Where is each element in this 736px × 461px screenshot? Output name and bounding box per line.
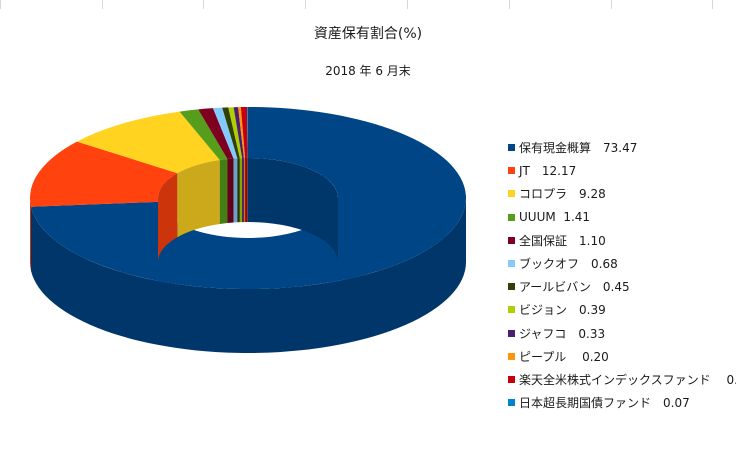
legend-label: ビジョン 0.39: [519, 303, 606, 318]
legend-item: UUUM 1.41: [508, 206, 734, 229]
slice-8: [233, 107, 244, 159]
legend-label: 保有現金概算 73.47: [519, 141, 638, 156]
chart-legend: 保有現金概算 73.47 JT 12.17 コロプラ 9.28 UUUM 1.41 全国…: [508, 136, 736, 414]
hole-wall-6: [237, 158, 240, 223]
legend-swatch: [508, 352, 515, 360]
chart-title: 資産保有割合(%): [313, 26, 423, 42]
hole-wall-0: [248, 158, 338, 262]
legend-swatch: [508, 190, 515, 198]
legend-swatch: [508, 375, 515, 383]
legend-swatch: [508, 144, 515, 152]
legend-label: コロプラ 9.28: [519, 187, 606, 202]
legend-item: ビジョン 0.39: [508, 298, 734, 321]
hole-inner-walls: [158, 158, 338, 262]
legend-item: アールビバン 0.45: [508, 275, 734, 298]
legend-item: 保有現金概算 73.47: [508, 136, 734, 159]
legend-swatch: [508, 306, 515, 314]
hole-wall-2: [177, 160, 220, 238]
slice-7: [228, 107, 243, 159]
top-gridline-ticks: [0, 0, 736, 10]
legend-label: UUUM 1.41: [519, 210, 591, 225]
legend-item: ピープル 0.20: [508, 345, 734, 368]
side-wall-1: [30, 198, 32, 271]
slice-3: [179, 109, 228, 161]
hole-wall-1: [158, 173, 178, 262]
hole-wall-7: [239, 158, 243, 223]
hole-wall-5: [233, 158, 238, 223]
legend-label: アールビバン 0.45: [519, 280, 630, 295]
slice-1: [30, 141, 178, 207]
legend-swatch: [508, 260, 515, 268]
hole-wall-4: [227, 158, 234, 224]
legend-label: 日本超長期国債ファンド 0.07: [519, 396, 690, 411]
slice-0: [31, 107, 466, 289]
legend-item: 全国保証 1.10: [508, 229, 734, 252]
slice-2: [76, 111, 220, 174]
legend-label: 楽天全米株式インデックスファンド 0.45: [519, 372, 736, 387]
chart-subtitle: 2018 年 6 月末: [325, 64, 411, 78]
top-surfaces: [30, 107, 466, 289]
legend-label: 全国保証 1.10: [519, 233, 606, 248]
legend-item: 楽天全米株式インデックスファンド 0.45: [508, 368, 736, 391]
side-wall-0: [31, 198, 466, 353]
slice-11: [247, 107, 248, 159]
slice-5: [212, 107, 238, 159]
hole-wall-10: [245, 158, 248, 223]
legend-item: ブックオフ 0.68: [508, 252, 734, 275]
hole-wall-9: [243, 158, 246, 223]
legend-item: 日本超長期国債ファンド 0.07: [508, 391, 734, 414]
legend-label: ジャフコ 0.33: [519, 326, 606, 341]
hole-wall-8: [242, 158, 244, 223]
hole-wall-3: [219, 159, 228, 225]
legend-swatch: [508, 213, 515, 221]
legend-label: ピープル 0.20: [519, 349, 609, 364]
slice-6: [222, 107, 240, 159]
slice-10: [240, 107, 248, 159]
legend-label: JT 12.17: [519, 164, 577, 179]
legend-label: ブックオフ 0.68: [519, 257, 618, 272]
legend-swatch: [508, 283, 515, 291]
slice-4: [198, 108, 234, 160]
legend-swatch: [508, 399, 515, 407]
legend-swatch: [508, 329, 515, 337]
legend-swatch: [508, 236, 515, 244]
legend-item: コロプラ 9.28: [508, 182, 734, 205]
outer-side-walls: [30, 198, 466, 353]
slice-9: [238, 107, 246, 159]
legend-item: JT 12.17: [508, 159, 734, 182]
legend-swatch: [508, 167, 515, 175]
legend-item: ジャフコ 0.33: [508, 322, 734, 345]
